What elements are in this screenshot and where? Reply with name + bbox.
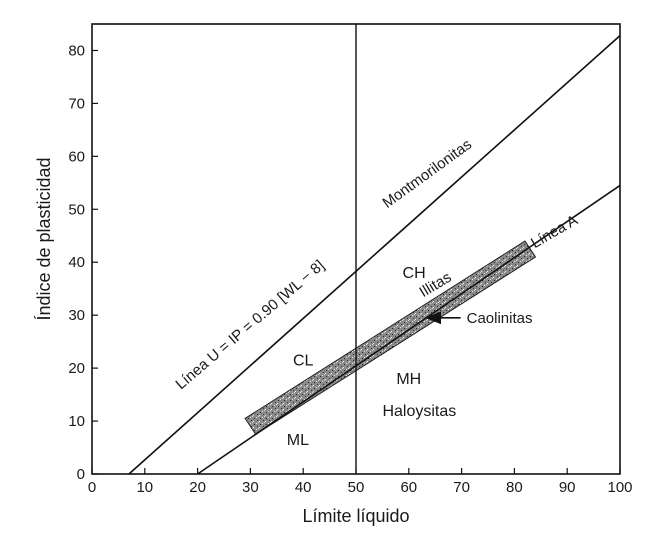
- x-tick-label-80: 80: [506, 479, 523, 496]
- x-tick-label-0: 0: [88, 479, 96, 496]
- y-tick-label-10: 10: [68, 413, 85, 430]
- x-tick-label-70: 70: [453, 479, 470, 496]
- y-tick-label-30: 30: [68, 307, 85, 324]
- x-tick-label-100: 100: [607, 479, 632, 496]
- axes: 0 10 20 30 40 50 60 70 80 90 100 0 10 20 30 40 50 60 70 80 L…: [34, 23, 633, 526]
- x-axis-label: Límite líquido: [302, 506, 409, 526]
- region-label-cl: CL: [293, 352, 314, 369]
- x-tick-label-60: 60: [400, 479, 417, 496]
- y-tick-label-20: 20: [68, 360, 85, 377]
- y-axis-label: Índice de plasticidad: [34, 157, 54, 320]
- x-tick-label-10: 10: [136, 479, 153, 496]
- region-label-montmorilonitas: Montmorilonitas: [379, 136, 475, 212]
- y-tick-label-60: 60: [68, 148, 85, 165]
- a-line: [197, 184, 621, 475]
- band-caolinitas: [244, 240, 537, 435]
- plot-area: [128, 24, 621, 475]
- region-label-ml: ML: [287, 432, 309, 449]
- annotations: CH CL MH ML Haloysitas Montmorilonitas Línea U…: [172, 136, 580, 449]
- x-tick-label-90: 90: [559, 479, 576, 496]
- y-tick-label-50: 50: [68, 201, 85, 218]
- y-tick-label-80: 80: [68, 42, 85, 59]
- y-tick-label-70: 70: [68, 95, 85, 112]
- x-tick-label-50: 50: [348, 479, 365, 496]
- y-tick-label-40: 40: [68, 254, 85, 271]
- x-tick-label-20: 20: [189, 479, 206, 496]
- u-line: [128, 35, 621, 475]
- region-label-mh: MH: [396, 371, 421, 388]
- region-label-haloysitas: Haloysitas: [382, 403, 456, 420]
- region-label-ch: CH: [403, 265, 426, 282]
- y-tick-label-0: 0: [77, 466, 85, 483]
- caolinitas-callout-label: Caolinitas: [467, 310, 533, 327]
- u-line-label: Línea U = IP = 0.90 [WL − 8]: [172, 257, 327, 393]
- x-tick-label-30: 30: [242, 479, 259, 496]
- a-line-label: Línea A: [528, 212, 581, 252]
- x-tick-label-40: 40: [295, 479, 312, 496]
